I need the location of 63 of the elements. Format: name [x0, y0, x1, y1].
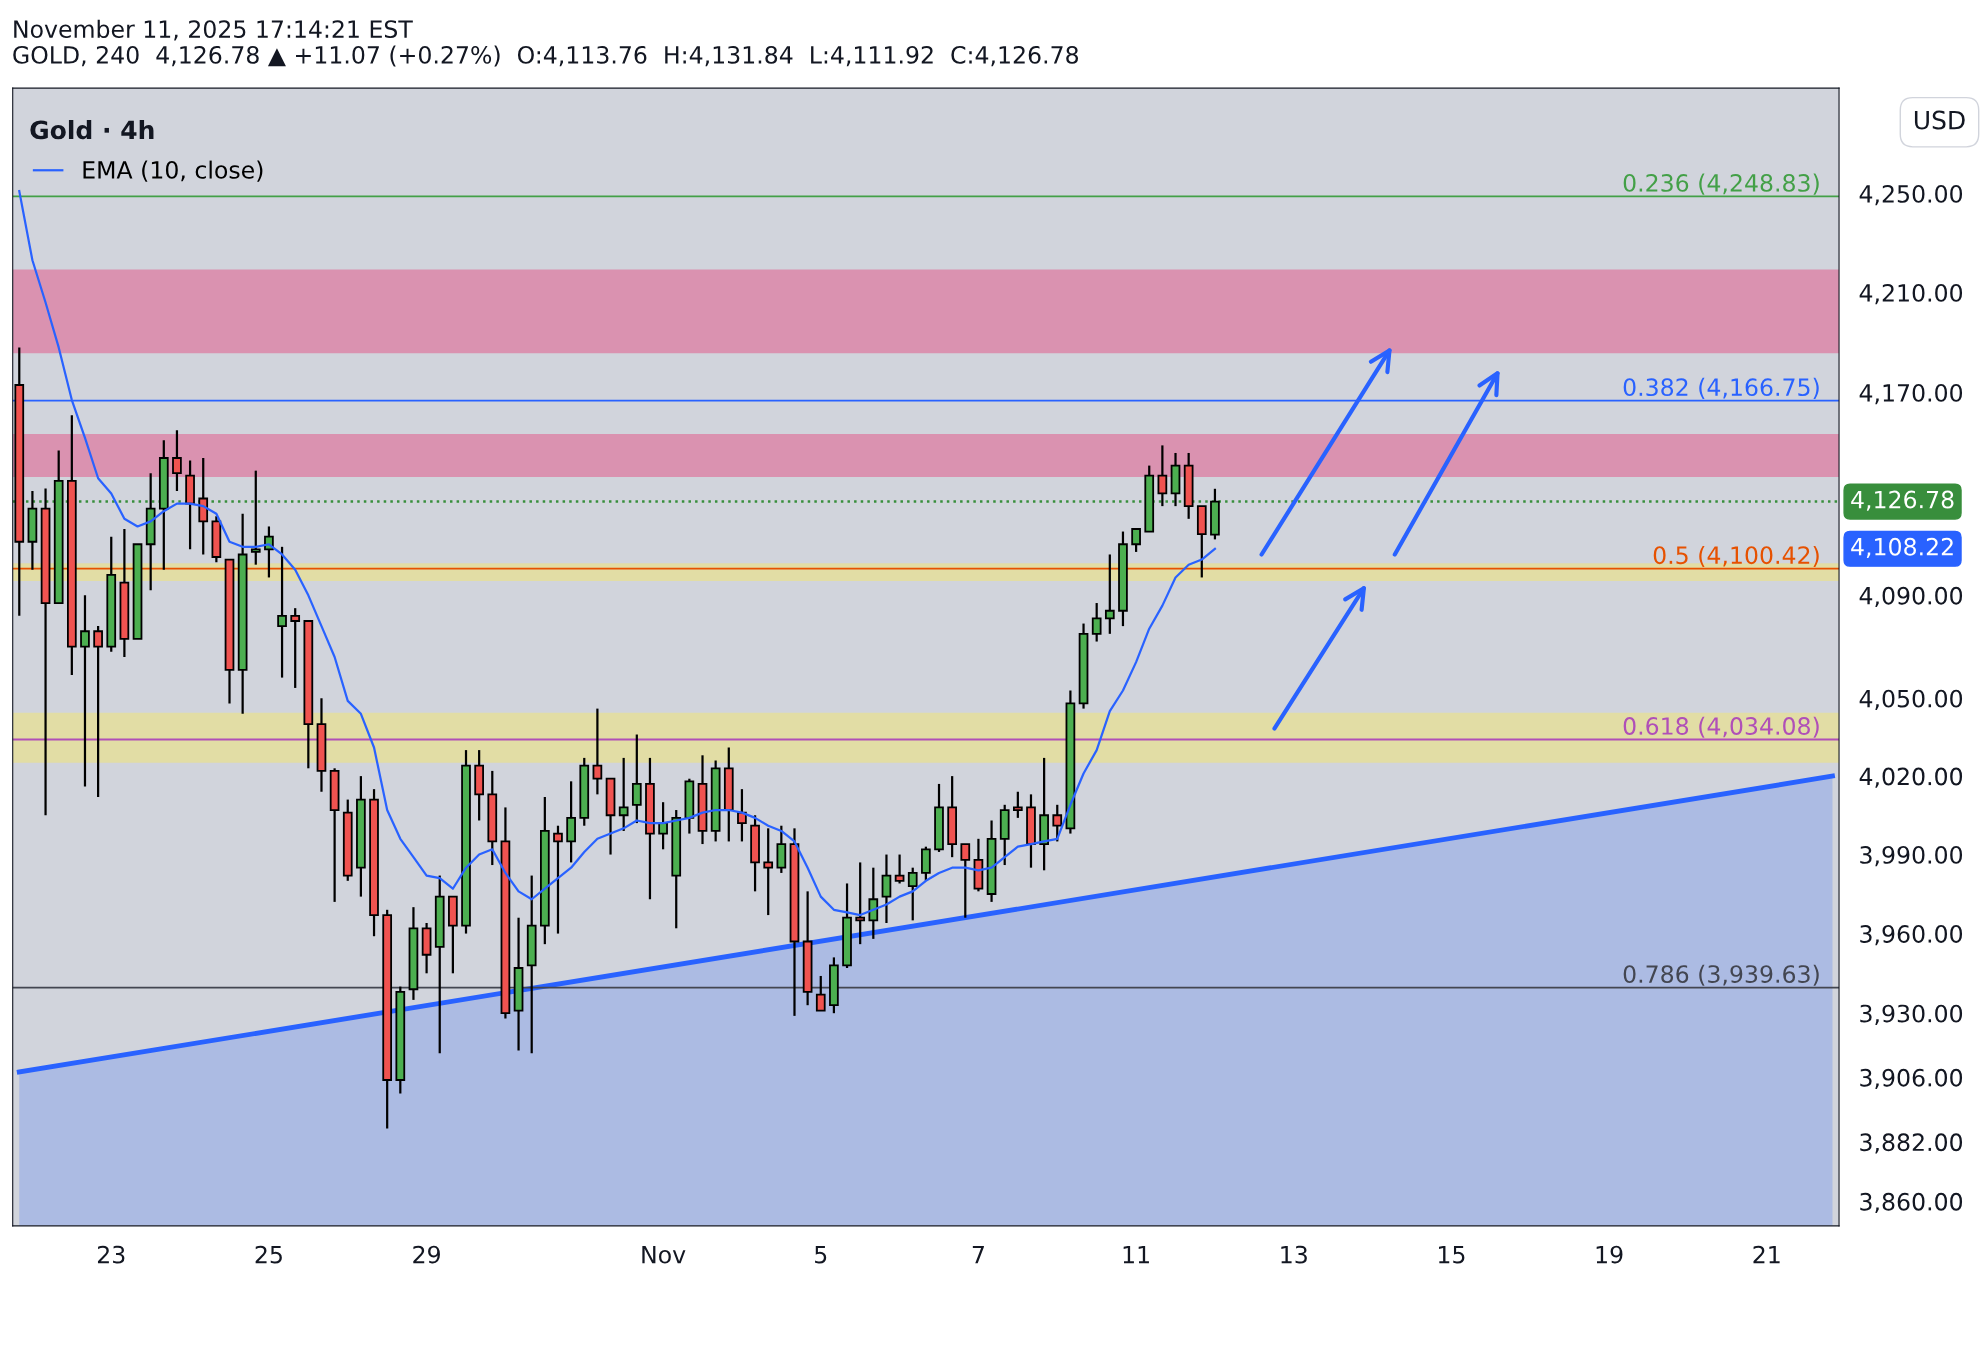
- x-tick-label: 29: [413, 1245, 440, 1264]
- x-tick-label: 11: [1123, 1246, 1149, 1264]
- candlestick: [855, 861, 866, 946]
- candlestick: [1104, 553, 1115, 635]
- text: Gold · 4h: [30, 120, 154, 140]
- candlestick: [1012, 790, 1023, 819]
- candlestick: [290, 607, 301, 690]
- candlestick: [93, 625, 103, 799]
- x-tick-label: 13: [1281, 1245, 1307, 1264]
- candlestick: [881, 853, 892, 925]
- y-tick-label: 4,050.00: [1859, 689, 1963, 710]
- candlestick: [172, 429, 182, 493]
- chart-subtitle: GOLD, 240 4,126.78 ▲ +11.07 (+0.27%) O:4,113.76 H:4,131.84 L:4,111.92 C:4,126.78: [13, 45, 1079, 67]
- candlestick: [553, 824, 563, 935]
- text: November 11, 2025 17:14:21 EST: [14, 19, 413, 41]
- x-tick-label: 7: [972, 1246, 984, 1264]
- legend-label: EMA (10, close): [83, 160, 263, 182]
- y-tick-label: 3,960.00: [1860, 925, 1963, 946]
- candlestick: [1091, 601, 1102, 643]
- candlestick: [763, 827, 774, 917]
- candlestick: [907, 866, 918, 922]
- y-tick-label: 4,170.00: [1859, 383, 1963, 405]
- x-tick-label: 15: [1439, 1246, 1465, 1264]
- candlestick: [894, 853, 905, 885]
- candlestick: [960, 842, 971, 919]
- x-tick-label: 25: [255, 1245, 282, 1264]
- x-tick-label: Nov: [642, 1246, 686, 1264]
- text: 4,108.22: [1851, 537, 1953, 559]
- candlestick: [1157, 444, 1168, 508]
- candlestick: [1052, 803, 1063, 843]
- y-axis-title: USD: [1914, 110, 1965, 130]
- ref-line-label: 0.5 (4,100.42): [1653, 545, 1819, 567]
- ref-line-label: 0.786 (3,939.63): [1623, 964, 1819, 986]
- y-tick-label: 3,882.00: [1860, 1133, 1963, 1154]
- candlestick: [921, 845, 931, 882]
- y-tick-label: 4,210.00: [1859, 284, 1963, 305]
- y-tick-label: 4,090.00: [1859, 586, 1963, 608]
- y-tick-label: 4,020.00: [1859, 767, 1963, 788]
- x-tick-label: 21: [1753, 1245, 1780, 1264]
- ref-line-label: 0.618 (4,034.08): [1623, 716, 1819, 738]
- candlestick: [80, 594, 90, 788]
- candlestick: [618, 756, 629, 833]
- ref-line-label: 0.382 (4,166.75): [1623, 377, 1819, 399]
- x-tick-label: 19: [1596, 1245, 1623, 1264]
- candlestick: [776, 824, 787, 875]
- candlestick: [277, 545, 287, 679]
- candlestick: [592, 707, 603, 796]
- ref-line-label: 4,126.78: [1851, 490, 1954, 511]
- x-tick-label: 23: [97, 1245, 125, 1264]
- candlestick: [250, 469, 261, 566]
- candlestick: [815, 974, 826, 1012]
- x-tick-label: 5: [815, 1246, 827, 1264]
- candlestick: [868, 866, 879, 940]
- candlestick: [198, 456, 209, 556]
- candlestick: [1131, 527, 1141, 554]
- candlestick: [566, 780, 576, 864]
- y-tick-label: 4,250.00: [1859, 184, 1963, 206]
- candlestick: [631, 733, 642, 825]
- y-tick-label: 3,906.00: [1860, 1068, 1963, 1090]
- ref-line-label: 0.236 (4,248.83): [1623, 173, 1819, 195]
- y-tick-label: 3,930.00: [1860, 1004, 1963, 1025]
- y-tick-label: 3,990.00: [1860, 845, 1963, 867]
- y-tick-label: 3,860.00: [1860, 1192, 1963, 1214]
